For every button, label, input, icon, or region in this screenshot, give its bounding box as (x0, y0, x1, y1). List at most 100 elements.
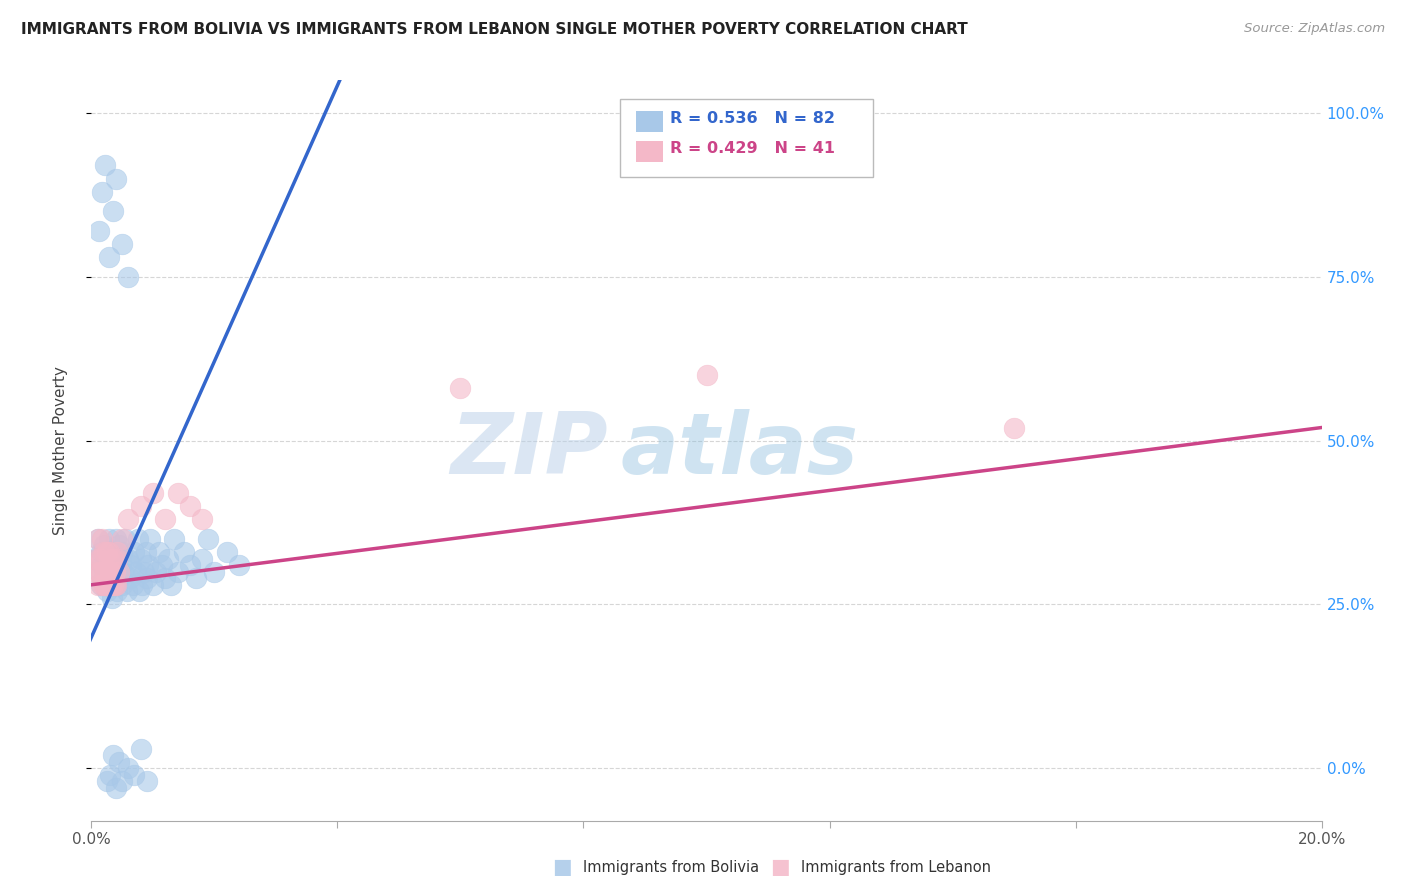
Point (105, 545, 128, 559)
Point (105, 584, 128, 599)
Point (127, 532, 149, 546)
Point (112, 565, 135, 579)
Point (105, 551, 128, 566)
Point (115, 584, 138, 599)
Point (96, 545, 118, 559)
Text: Source: ZipAtlas.com: Source: ZipAtlas.com (1244, 22, 1385, 36)
Point (108, 565, 131, 579)
Point (117, 512, 139, 526)
Point (105, 171, 127, 186)
Point (104, 578, 127, 592)
Point (93, 539, 115, 553)
Point (166, 486, 188, 500)
Point (86, 532, 108, 546)
Point (124, 565, 148, 579)
Point (191, 512, 214, 526)
Point (135, 545, 156, 559)
Text: ■: ■ (553, 857, 572, 877)
Point (148, 545, 170, 559)
Point (160, 578, 183, 592)
Point (90, 578, 112, 592)
Point (98, 565, 121, 579)
Point (91, 185, 114, 199)
Point (150, 558, 173, 573)
Point (142, 486, 165, 500)
Point (100, 578, 122, 592)
Point (1002, 420, 1025, 434)
Point (135, 571, 157, 585)
Point (173, 545, 195, 559)
Point (153, 512, 177, 526)
Point (94, 565, 117, 579)
Point (145, 565, 167, 579)
Y-axis label: Single Mother Poverty: Single Mother Poverty (53, 366, 67, 535)
Point (139, 532, 162, 546)
Text: ZIP: ZIP (450, 409, 607, 492)
Point (157, 551, 180, 566)
Point (117, 551, 139, 566)
Point (131, 578, 153, 592)
Point (96, 584, 118, 599)
Point (179, 558, 201, 573)
Point (98, 565, 121, 579)
Point (118, 571, 141, 585)
Point (87, 224, 110, 238)
Point (114, 532, 136, 546)
Point (129, 499, 152, 513)
Point (86, 578, 108, 592)
Point (153, 571, 177, 585)
Point (101, 551, 124, 566)
Point (101, 558, 124, 573)
Point (94, 565, 117, 579)
Point (104, 565, 127, 579)
Point (122, 578, 145, 592)
Point (97, 551, 120, 566)
Point (93, 571, 115, 585)
Point (132, 565, 155, 579)
Point (100, 591, 122, 605)
Point (129, 551, 152, 566)
Point (111, 545, 134, 559)
Point (97, 250, 120, 264)
Point (105, 780, 127, 795)
Text: Immigrants from Bolivia: Immigrants from Bolivia (583, 860, 759, 874)
Point (117, 761, 139, 775)
Point (696, 368, 718, 383)
Point (98, 545, 121, 559)
Point (163, 532, 186, 546)
Point (104, 551, 127, 566)
Point (124, 545, 146, 559)
Point (135, 774, 157, 789)
Point (129, 741, 152, 756)
Point (91, 532, 114, 546)
Point (128, 584, 150, 599)
Point (108, 755, 131, 769)
FancyBboxPatch shape (620, 99, 873, 177)
Point (166, 565, 188, 579)
Point (90, 565, 112, 579)
Point (96, 774, 118, 789)
Point (105, 565, 127, 579)
Point (86, 551, 108, 566)
Point (98, 578, 121, 592)
Point (101, 748, 124, 763)
Text: IMMIGRANTS FROM BOLIVIA VS IMMIGRANTS FROM LEBANON SINGLE MOTHER POVERTY CORRELA: IMMIGRANTS FROM BOLIVIA VS IMMIGRANTS FR… (21, 22, 967, 37)
Point (91, 578, 114, 592)
Point (91, 558, 114, 573)
Point (87, 565, 110, 579)
Point (97, 545, 120, 559)
Text: ■: ■ (770, 857, 790, 877)
Text: atlas: atlas (620, 409, 859, 492)
Bar (637, 141, 664, 161)
Point (87, 551, 110, 566)
Point (228, 558, 250, 573)
Text: R = 0.429   N = 41: R = 0.429 N = 41 (669, 141, 835, 156)
Point (215, 545, 238, 559)
Point (197, 532, 219, 546)
Point (111, 774, 134, 789)
Point (90, 551, 112, 566)
Point (117, 269, 139, 284)
Point (100, 565, 122, 579)
Point (120, 558, 142, 573)
Point (136, 558, 159, 573)
